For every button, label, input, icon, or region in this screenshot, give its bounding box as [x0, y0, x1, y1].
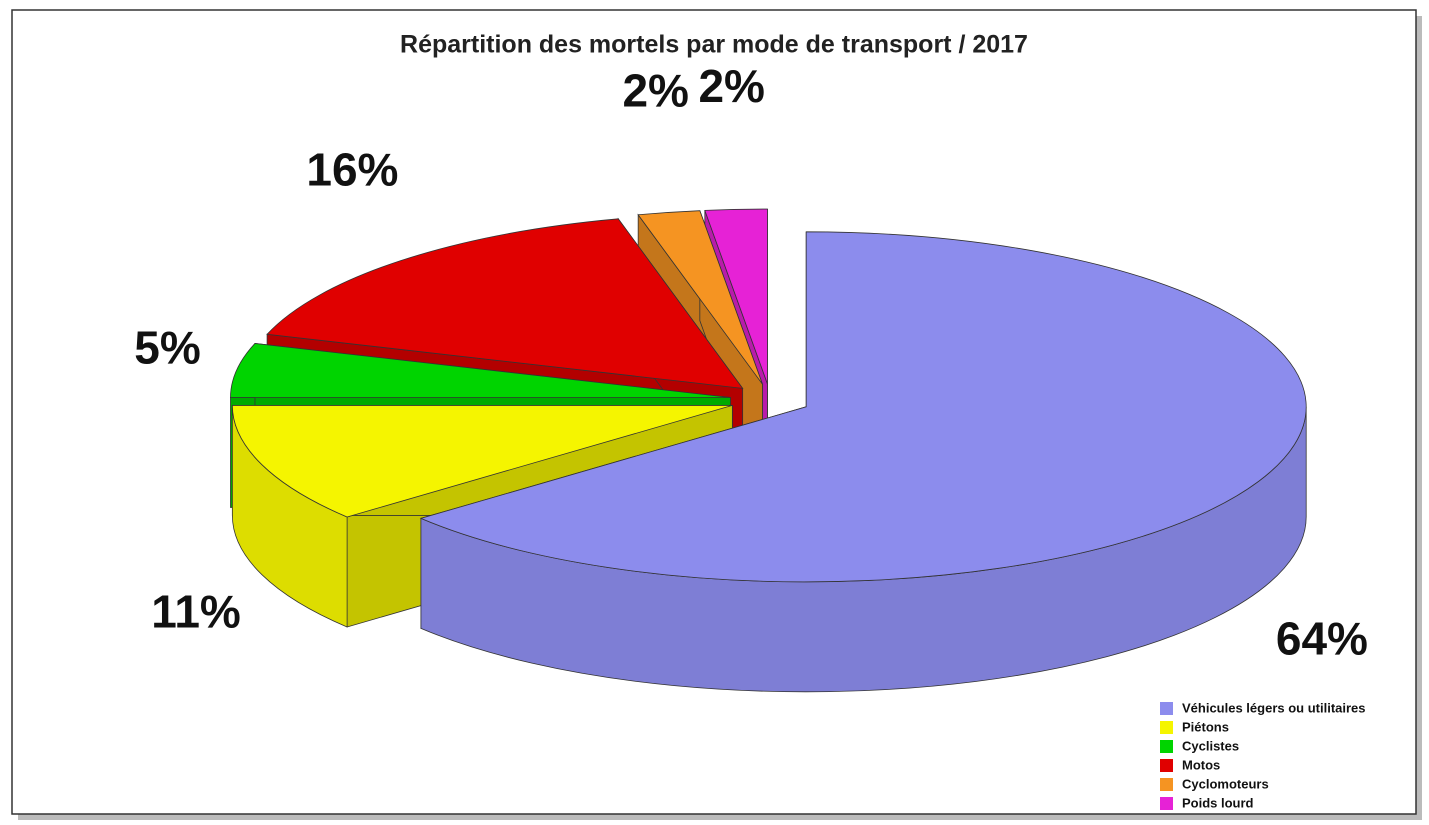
legend-swatch — [1160, 797, 1173, 810]
legend-swatch — [1160, 721, 1173, 734]
legend-label: Piétons — [1182, 719, 1229, 734]
slice — [266, 218, 744, 389]
legend-label: Poids lourd — [1182, 795, 1254, 810]
legend-swatch — [1160, 759, 1173, 772]
legend-swatch — [1160, 778, 1173, 791]
pie: 64% 11% 5% 16% 2% 2% — [134, 60, 1368, 693]
legend-label: Cyclomoteurs — [1182, 776, 1269, 791]
slice — [704, 208, 768, 385]
slice — [637, 210, 763, 385]
chart-title: Répartition des mortels par mode de tran… — [400, 31, 1028, 59]
legend-swatch — [1160, 740, 1173, 753]
legend-label: Véhicules légers ou utilitaires — [1182, 700, 1366, 715]
slice — [419, 231, 1307, 583]
slice — [231, 405, 733, 518]
value-label: 2% — [698, 60, 764, 112]
legend: Véhicules légers ou utilitaires Piétons Cy… — [1160, 700, 1366, 810]
value-label: 2% — [622, 65, 688, 117]
value-label: 5% — [134, 322, 200, 374]
slice — [230, 342, 731, 398]
value-label: 11% — [151, 586, 241, 638]
legend-label: Cyclistes — [1182, 738, 1239, 753]
value-label: 64% — [1276, 613, 1368, 665]
legend-swatch — [1160, 702, 1173, 715]
legend-label: Motos — [1182, 757, 1220, 772]
value-label: 16% — [306, 143, 398, 195]
